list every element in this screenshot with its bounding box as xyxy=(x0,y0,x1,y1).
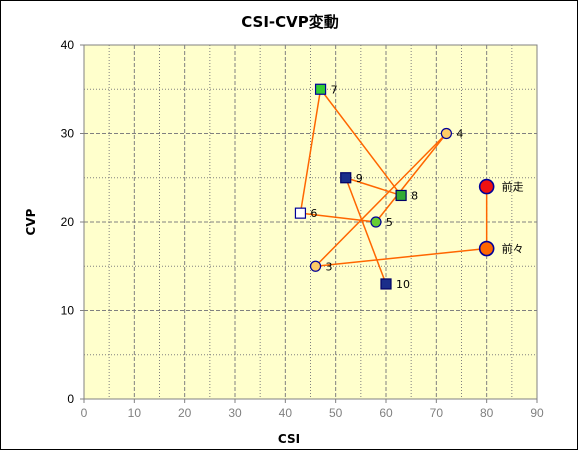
connector-segment xyxy=(345,177,387,285)
connector-segment xyxy=(314,132,447,267)
connector-segment xyxy=(345,177,402,197)
y-tick-label: 20 xyxy=(61,215,75,229)
data-label-3: 3 xyxy=(326,260,333,273)
x-tick-label: 50 xyxy=(329,406,343,420)
x-tick-label: 70 xyxy=(430,406,444,420)
data-point-3 xyxy=(309,260,322,272)
x-tick-label: 20 xyxy=(178,406,192,420)
x-tick-label: 10 xyxy=(128,406,142,420)
data-label-7: 7 xyxy=(331,83,338,96)
data-point-10 xyxy=(380,278,392,290)
grid-lines xyxy=(84,45,537,399)
y-tick-label: 40 xyxy=(61,38,75,52)
x-tick-label: 60 xyxy=(379,406,393,420)
connector-lines xyxy=(299,88,488,285)
connector-segment xyxy=(315,247,487,267)
data-label-前走: 前走 xyxy=(502,180,524,194)
axes: 0 10 20 30 40 50 60 70 80 90 0 10 20 30 40 xyxy=(61,38,544,420)
data-label-前々: 前々 xyxy=(502,242,524,256)
x-tick-label: 30 xyxy=(228,406,242,420)
y-tick-label: 10 xyxy=(61,304,75,318)
data-label-10: 10 xyxy=(396,278,410,291)
data-point-7 xyxy=(314,83,327,95)
data-point-前走 xyxy=(478,178,495,195)
y-tick-label: 0 xyxy=(67,392,74,406)
data-point-8 xyxy=(395,189,407,202)
chart-title: CSI-CVP変動 xyxy=(241,13,339,31)
y-axis-title: CVP xyxy=(24,208,38,235)
connector-segment xyxy=(299,89,322,214)
connector-segment xyxy=(319,88,402,196)
connector-segment xyxy=(300,212,377,223)
x-tick-label: 90 xyxy=(530,406,544,420)
data-label-9: 9 xyxy=(356,172,363,185)
x-axis-title: CSI xyxy=(278,432,300,446)
connector-segment xyxy=(375,133,447,223)
x-tick-label: 80 xyxy=(480,406,494,420)
data-label-4: 4 xyxy=(456,128,463,141)
data-point-6 xyxy=(294,207,307,219)
data-point-4 xyxy=(440,127,452,140)
data-point-5 xyxy=(370,216,382,228)
x-tick-label: 0 xyxy=(81,406,88,420)
x-tick-label: 40 xyxy=(279,406,293,420)
data-label-6: 6 xyxy=(310,207,317,220)
data-markers xyxy=(294,83,495,290)
data-point-9 xyxy=(340,172,352,184)
data-label-8: 8 xyxy=(411,189,418,202)
data-labels: 3 4 5 6 7 8 9 10 前々 前走 xyxy=(310,83,523,291)
data-point-前々 xyxy=(478,240,495,257)
y-tick-label: 30 xyxy=(61,127,75,141)
data-label-5: 5 xyxy=(386,216,393,229)
